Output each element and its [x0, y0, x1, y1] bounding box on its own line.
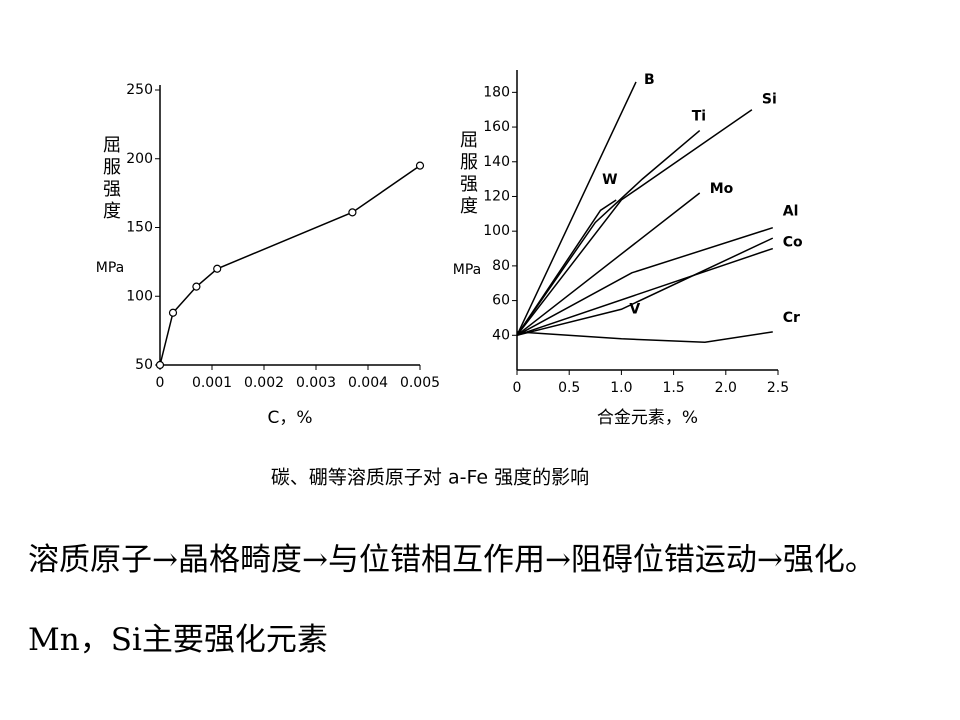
y-tick-label: 60 [492, 293, 510, 309]
series-label: Cr [783, 310, 800, 326]
series-line [159, 165, 421, 366]
point [415, 161, 425, 170]
series-label: W [602, 172, 617, 188]
series-line [516, 226, 774, 336]
point [348, 208, 357, 217]
body-text: 溶质原子→晶格畸度→与位错相互作用→阻碍位错运动→强化。 [28, 542, 876, 578]
x-tick-label: 0.003 [296, 375, 336, 391]
series-line [516, 237, 774, 337]
x-tick-label: 0.001 [192, 375, 232, 391]
x-tick-label: 0.005 [400, 375, 440, 391]
point [192, 282, 201, 291]
y-tick-label: 150 [126, 220, 153, 236]
x-tick-label: 0.002 [244, 375, 284, 391]
x-tick-label: 0 [156, 375, 165, 391]
y-axis-unit: MPa [453, 262, 481, 278]
series-line [516, 247, 774, 337]
y-axis-label: 屈服强度 [457, 130, 478, 218]
series-line [516, 81, 637, 336]
y-axis-label: 屈服强度 [100, 135, 121, 223]
y-tick-label: 100 [483, 223, 510, 239]
x-tick-label: 0.5 [558, 380, 580, 396]
charts: 碳、硼等溶质原子对 a-Fe 强度的影响 50 100 150 200 250 0 0.00… [96, 70, 803, 489]
x-tick-label: 0.004 [348, 375, 388, 391]
series-line [516, 129, 701, 336]
x-tick-label: 0 [513, 380, 522, 396]
y-tick-label: 140 [483, 154, 510, 170]
series-label: Co [783, 235, 803, 251]
point [155, 360, 165, 370]
series-label: V [629, 301, 640, 317]
series-label: B [644, 72, 655, 88]
x-tick-label: 1.0 [610, 380, 632, 396]
point [213, 264, 222, 273]
y-tick-label: 200 [126, 151, 153, 167]
x-axis-label: 合金元素，% [597, 408, 698, 428]
point [168, 308, 178, 317]
x-tick-label: 2.0 [715, 380, 737, 396]
x-axis-label: C，% [267, 408, 312, 428]
y-tick-label: 180 [483, 84, 510, 100]
y-tick-label: 40 [492, 327, 510, 343]
series-label: Mo [710, 181, 734, 197]
series-label: Si [762, 92, 777, 108]
series-label: Al [783, 204, 799, 220]
x-tick-label: 2.5 [767, 380, 789, 396]
body-text: Mn，Si主要强化元素 [28, 622, 328, 658]
caption: 碳、硼等溶质原子对 a-Fe 强度的影响 [271, 467, 589, 489]
series-line [516, 109, 753, 336]
y-axis-unit: MPa [96, 260, 124, 276]
series-line [516, 331, 773, 343]
series-label: Ti [692, 109, 706, 125]
y-tick-label: 50 [135, 357, 153, 373]
series-line [516, 199, 617, 336]
series-line [516, 192, 701, 336]
y-tick-label: 100 [126, 288, 153, 304]
y-tick-label: 160 [483, 119, 510, 135]
y-tick-label: 120 [483, 188, 510, 204]
y-tick-label: 80 [492, 258, 510, 274]
x-tick-label: 1.5 [662, 380, 684, 396]
y-tick-label: 250 [126, 82, 153, 98]
